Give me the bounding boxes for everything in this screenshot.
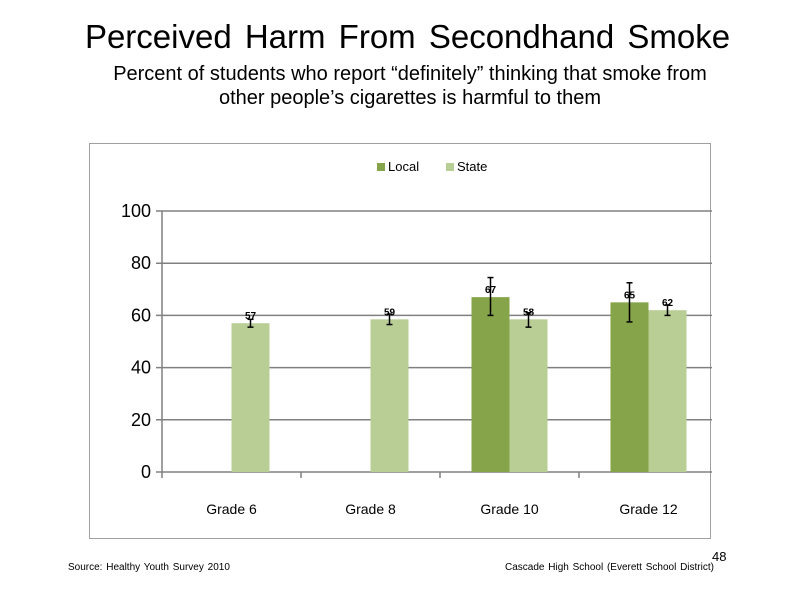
y-tick-label-20: 20 bbox=[131, 410, 151, 430]
subtitle-line-2: other people’s cigarettes is harmful to … bbox=[218, 87, 602, 109]
legend-swatch-state bbox=[446, 163, 454, 171]
legend-swatch-local bbox=[377, 163, 385, 171]
legend-label-local: Local bbox=[388, 159, 419, 174]
x-tick-label-grade-12: Grade 12 bbox=[619, 501, 678, 517]
y-tick-label-60: 60 bbox=[131, 305, 151, 325]
school-name: Cascade High School (Everett School Dist… bbox=[505, 562, 714, 573]
data-label-state-grade-6: 57 bbox=[245, 311, 257, 322]
page-number: 48 bbox=[712, 549, 727, 564]
x-tick-label-grade-8: Grade 8 bbox=[345, 501, 396, 517]
bar-chart: 0 20 40 60 80 100 Grade 6 57 Grade 8 59 Grade 10 67… bbox=[121, 159, 712, 517]
bar-state-grade-8 bbox=[370, 319, 409, 472]
bar-local-grade-12 bbox=[610, 302, 649, 472]
chart-title: Perceived Harm From Secondhand Smoke bbox=[84, 18, 731, 55]
bar-state-grade-12 bbox=[648, 310, 687, 472]
source-note: Source: Healthy Youth Survey 2010 bbox=[68, 562, 230, 573]
chart-area: 0 20 40 60 80 100 Grade 6 57 Grade 8 59 Grade 10 67… bbox=[89, 143, 712, 539]
data-label-local-grade-10: 67 bbox=[485, 285, 497, 296]
bar-local-grade-10 bbox=[471, 297, 510, 472]
x-tick-label-grade-6: Grade 6 bbox=[206, 501, 257, 517]
bar-state-grade-6 bbox=[231, 323, 270, 472]
x-tick-label-grade-10: Grade 10 bbox=[480, 501, 539, 517]
y-tick-label-0: 0 bbox=[141, 462, 151, 482]
y-tick-label-80: 80 bbox=[131, 253, 151, 273]
data-label-state-grade-12: 62 bbox=[662, 298, 674, 309]
data-label-state-grade-8: 59 bbox=[384, 307, 396, 318]
subtitle-line-1: Percent of students who report “definite… bbox=[113, 63, 707, 85]
data-label-state-grade-10: 58 bbox=[523, 307, 535, 318]
chart-subtitle: Percent of students who report “definite… bbox=[0, 62, 800, 110]
y-tick-label-40: 40 bbox=[131, 358, 151, 378]
y-tick-label-100: 100 bbox=[121, 201, 151, 221]
data-label-local-grade-12: 65 bbox=[624, 290, 636, 301]
legend-label-state: State bbox=[457, 159, 487, 174]
bar-state-grade-10 bbox=[509, 319, 548, 472]
